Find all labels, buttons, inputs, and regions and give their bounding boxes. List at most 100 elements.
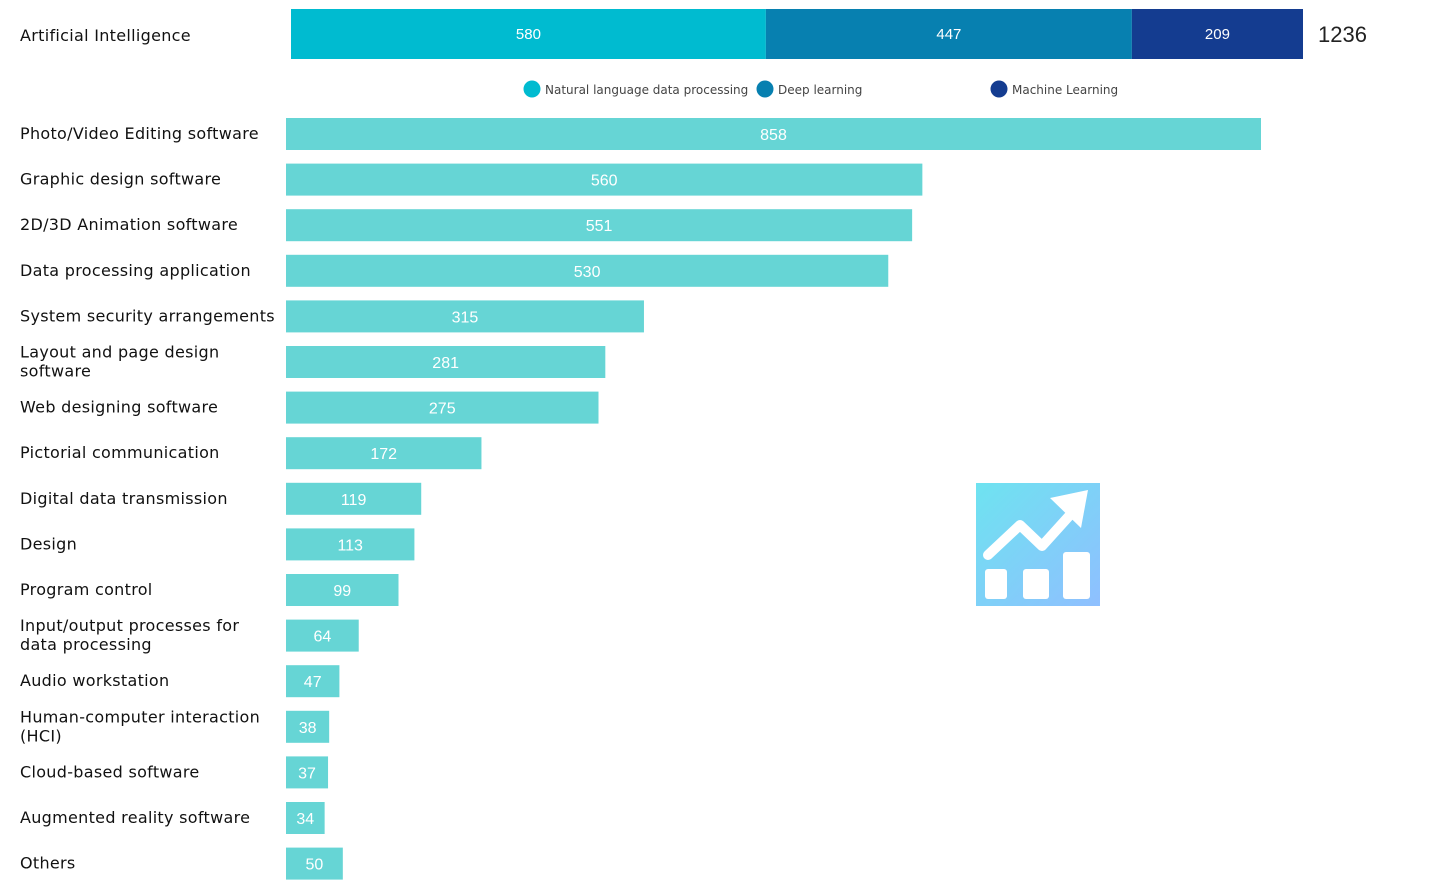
bar-category-label: Program control <box>20 580 153 599</box>
ai-segment-1 <box>765 9 1132 59</box>
bar-row: 37 Cloud-based software <box>20 756 329 789</box>
bar-category-label: Design <box>20 534 77 553</box>
bar-value-label: 64 <box>313 629 331 646</box>
bar-category-label: Photo/Video Editing software <box>20 124 259 143</box>
bar-value-label: 315 <box>452 309 479 326</box>
bar-value-label: 172 <box>370 446 397 463</box>
bar-category-label-line: Graphic design software <box>20 170 221 189</box>
bar-category-label: Others <box>20 854 76 873</box>
bar <box>286 756 329 789</box>
bar-category-label-line: 2D/3D Animation software <box>20 215 238 234</box>
bar-value-label: 275 <box>429 401 456 418</box>
bar <box>286 391 599 424</box>
legend-item-0: Natural language data processing <box>523 80 748 98</box>
bar-row: 281 Layout and page design software <box>20 343 606 381</box>
bar-row: 50 Others <box>20 847 343 880</box>
bar-category-label-line: data processing <box>20 635 152 654</box>
bar-value-label: 560 <box>591 173 618 190</box>
bar-value-label: 38 <box>299 720 317 737</box>
bar-category-label: Web designing software <box>20 398 218 417</box>
bar-category-label-line: Audio workstation <box>20 671 169 690</box>
bar-category-label: Pictorial communication <box>20 443 220 462</box>
bar-category-label-line: System security arrangements <box>20 306 275 325</box>
bar-category-label-line: Augmented reality software <box>20 808 250 827</box>
bar-category-label-line: (HCI) <box>20 726 62 745</box>
bar-value-label: 119 <box>341 492 367 509</box>
bar-row: 560 Graphic design software <box>20 163 923 196</box>
legend-label-1: Deep learning <box>778 83 862 97</box>
ai-category-label: Artificial Intelligence <box>20 26 191 45</box>
legend-item-2: Machine Learning <box>990 80 1118 98</box>
bar-row: 113 Design <box>20 528 415 561</box>
legend-swatch-2 <box>990 80 1008 98</box>
bar <box>286 482 422 515</box>
bar <box>286 619 359 652</box>
bar-category-label: Data processing application <box>20 261 251 280</box>
bar-row: 38 Human-computer interaction (HCI) <box>20 707 330 745</box>
ai-segment-value-0: 580 <box>516 26 541 43</box>
bar-row: 172 Pictorial communication <box>20 437 482 470</box>
bar-category-label: Audio workstation <box>20 671 169 690</box>
bar-category-label: Augmented reality software <box>20 808 250 827</box>
bar-value-label: 50 <box>306 857 324 874</box>
bar-value-label: 113 <box>337 537 363 554</box>
bar <box>286 437 482 470</box>
bar-row: 119 Digital data transmission <box>20 482 422 515</box>
bar-value-label: 551 <box>586 218 613 235</box>
bar <box>286 163 923 196</box>
legend-swatch-0 <box>523 80 541 98</box>
bar <box>286 118 1261 150</box>
bar-category-label-line: Input/output processes for <box>20 616 239 635</box>
bar <box>286 574 399 606</box>
bar-category-label: 2D/3D Animation software <box>20 215 238 234</box>
bar <box>286 710 330 743</box>
bar-category-label: Cloud-based software <box>20 762 200 781</box>
legend-label-0: Natural language data processing <box>545 83 748 97</box>
bar-row: 551 2D/3D Animation software <box>20 209 913 242</box>
bar <box>286 209 913 242</box>
bar-category-label-line: Data processing application <box>20 261 251 280</box>
bar-value-label: 99 <box>333 583 351 600</box>
bar-row: 315 System security arrangements <box>20 300 644 333</box>
bar-value-label: 858 <box>760 127 787 144</box>
bar-row: 858 Photo/Video Editing software <box>20 118 1261 150</box>
bar-value-label: 37 <box>298 765 316 782</box>
bar-category-label-line: Cloud-based software <box>20 762 200 781</box>
bar <box>286 802 325 834</box>
bar-row: 47 Audio workstation <box>20 665 340 698</box>
category-bars: 858 Photo/Video Editing software 560 Graphi… <box>20 118 1261 880</box>
legend-item-1: Deep learning <box>756 80 862 98</box>
bar-category-label: System security arrangements <box>20 306 275 325</box>
ai-segment-value-2: 209 <box>1205 26 1230 43</box>
bar <box>286 346 606 378</box>
ai-segment-0 <box>291 9 766 59</box>
bar-category-label: Graphic design software <box>20 170 221 189</box>
bar-category-label-line: Pictorial communication <box>20 443 220 462</box>
bar-category-label: Human-computer interaction (HCI) <box>20 707 260 745</box>
ai-segment-value-1: 447 <box>936 26 961 43</box>
bar-category-label-line: Layout and page design <box>20 343 219 362</box>
bar <box>286 528 415 561</box>
bar-category-label-line: Digital data transmission <box>20 489 228 508</box>
bar-value-label: 530 <box>574 264 601 281</box>
bar-row: 275 Web designing software <box>20 391 599 424</box>
bar-category-label-line: Photo/Video Editing software <box>20 124 259 143</box>
bar-value-label: 34 <box>296 811 314 828</box>
bar-category-label: Input/output processes for data processin… <box>20 616 239 654</box>
bar-value-label: 47 <box>304 674 322 691</box>
bar <box>286 254 889 287</box>
ai-stacked-bar: Artificial Intelligence 580 447 209 1236 <box>20 9 1367 59</box>
bar-row: 530 Data processing application <box>20 254 889 287</box>
bar-category-label-line: Human-computer interaction <box>20 707 260 726</box>
bar-category-label-line: Others <box>20 854 76 873</box>
ai-segment-2 <box>1131 9 1303 59</box>
bar-row: 34 Augmented reality software <box>20 802 325 834</box>
bar-category-label: Digital data transmission <box>20 489 228 508</box>
ai-total-value: 1236 <box>1318 22 1367 47</box>
legend: Natural language data processing Deep lea… <box>523 80 1118 98</box>
legend-label-2: Machine Learning <box>1012 83 1118 97</box>
bar <box>286 847 343 880</box>
bar-row: 64 Input/output processes for data process… <box>20 616 359 654</box>
bar <box>286 665 340 698</box>
